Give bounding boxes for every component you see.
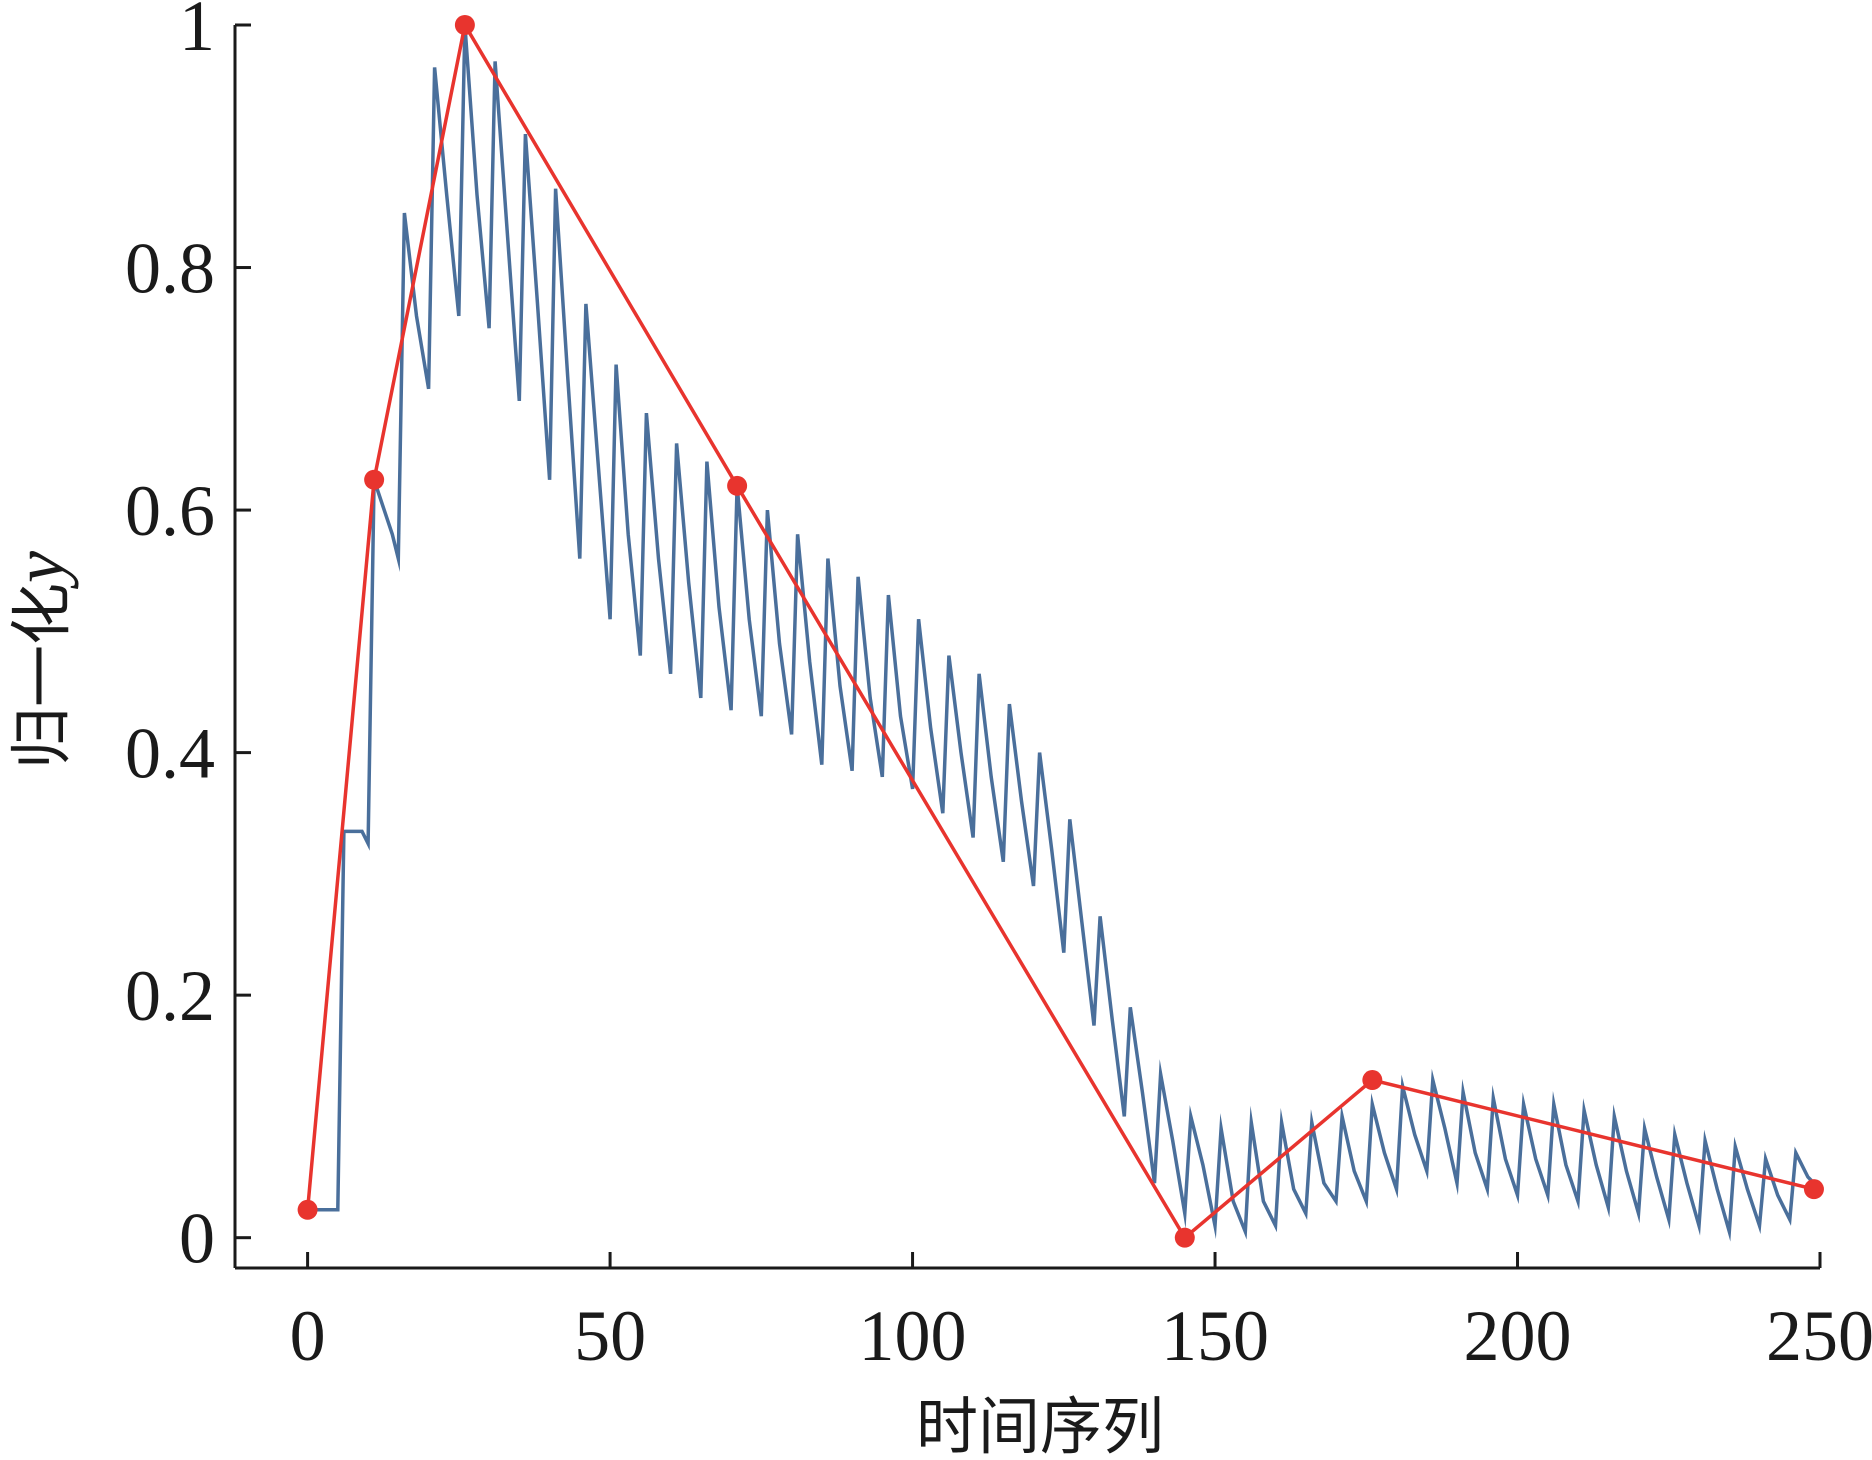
data-point [1174, 1227, 1195, 1248]
x-tick-label: 50 [574, 1296, 646, 1376]
y-axis-title: 归一化y [0, 551, 79, 769]
data-point [454, 15, 475, 35]
x-tick-label: 200 [1464, 1296, 1572, 1376]
y-axis-title-text: 归一化 [5, 583, 78, 769]
x-axis: 0 50 100 150 200 250 [235, 1252, 1872, 1376]
series-line-markers [305, 20, 1815, 1241]
x-tick-label: 0 [290, 1296, 326, 1376]
x-tick-label: 100 [859, 1296, 967, 1376]
y-tick-label: 0 [179, 1199, 215, 1279]
y-tick-label: 0.6 [125, 471, 215, 551]
x-axis-title: 时间序列 [916, 1390, 1164, 1460]
x-tick-label: 150 [1161, 1296, 1269, 1376]
y-axis-title-var: y [0, 551, 79, 590]
data-point [297, 1199, 318, 1220]
data-point [727, 475, 748, 496]
x-tick-label: 250 [1766, 1296, 1872, 1376]
y-tick-label: 0.4 [125, 714, 215, 794]
data-point [364, 469, 385, 490]
series-line [307, 24, 1816, 1242]
y-tick-label: 0.2 [125, 956, 215, 1036]
y-tick-label: 1 [179, 0, 215, 66]
y-axis: 0 0.2 0.4 0.6 0.8 1 [125, 0, 251, 1279]
data-point [1362, 1070, 1383, 1091]
y-tick-label: 0.8 [125, 229, 215, 309]
plot-area [297, 15, 1824, 1248]
data-point [1803, 1179, 1824, 1200]
